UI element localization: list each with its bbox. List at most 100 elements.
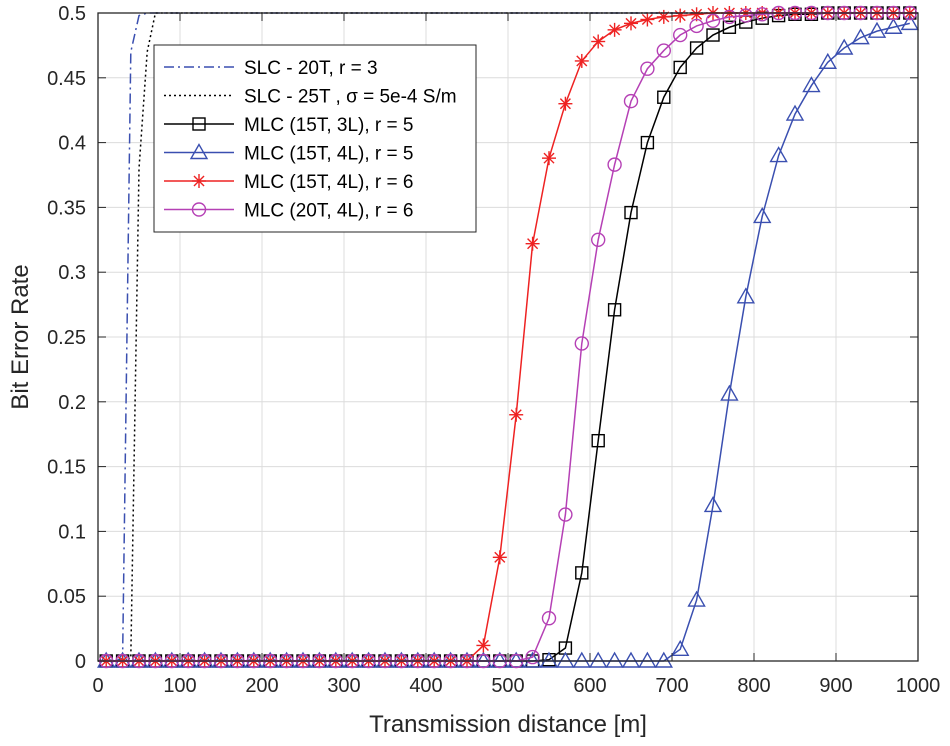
data-point <box>689 18 704 34</box>
legend-label: MLC (15T, 4L), r = 6 <box>244 172 413 193</box>
y-tick-label: 0.1 <box>58 521 86 543</box>
data-point <box>607 22 622 37</box>
y-tick-label: 0.2 <box>58 392 86 414</box>
data-point <box>539 651 559 668</box>
data-point <box>572 651 592 668</box>
data-point <box>621 651 641 668</box>
data-point <box>769 146 788 163</box>
data-point <box>574 53 589 68</box>
data-point <box>720 384 739 401</box>
x-tick-label: 600 <box>573 675 606 697</box>
legend-label: MLC (15T, 3L), r = 5 <box>244 115 413 136</box>
data-point <box>556 651 575 668</box>
x-tick-label: 0 <box>92 675 103 697</box>
data-point <box>591 34 606 49</box>
data-point <box>755 7 770 22</box>
data-point <box>509 407 524 422</box>
data-point <box>722 9 737 25</box>
data-point <box>656 43 671 58</box>
data-point <box>523 651 542 668</box>
legend-label: MLC (20T, 4L), r = 6 <box>244 201 413 222</box>
legend-label: SLC - 25T , σ = 5e-4 S/m <box>244 87 457 108</box>
data-point <box>705 13 721 28</box>
y-tick-label: 0.05 <box>47 586 86 608</box>
y-tick-label: 0.3 <box>58 262 86 284</box>
data-point <box>673 27 688 43</box>
legend-marker <box>192 174 206 188</box>
data-point <box>722 20 737 34</box>
legend-item: MLC (20T, 4L), r = 6 <box>164 201 413 222</box>
data-point <box>574 336 589 351</box>
data-point <box>588 651 608 668</box>
data-point <box>575 566 589 580</box>
data-point <box>851 28 870 45</box>
data-point <box>492 550 507 565</box>
x-tick-label: 400 <box>409 675 442 697</box>
y-tick-labels: 0 0.05 0.1 0.15 0.2 0.25 0.3 0.35 0.4 0.45 0.5 <box>47 3 86 673</box>
data-point <box>834 38 854 55</box>
legend-marker <box>189 143 209 160</box>
data-point <box>703 496 723 513</box>
data-point <box>623 93 639 109</box>
data-point <box>591 232 606 248</box>
x-tick-label: 900 <box>819 675 852 697</box>
data-point <box>673 60 687 75</box>
data-point <box>884 17 903 34</box>
y-tick-label: 0 <box>75 651 86 673</box>
y-tick-label: 0.4 <box>58 133 86 155</box>
data-point <box>656 9 671 24</box>
data-point <box>738 8 753 23</box>
legend-marker <box>191 202 207 217</box>
legend-label: SLC - 20T, r = 3 <box>244 58 378 79</box>
legend-label: MLC (15T, 4L), r = 5 <box>244 144 413 165</box>
data-point <box>558 96 573 111</box>
legend-item: MLC (15T, 4L), r = 5 <box>164 143 413 165</box>
data-point <box>558 507 573 522</box>
data-point <box>638 651 657 668</box>
data-point <box>525 649 540 665</box>
data-point <box>736 287 756 304</box>
y-axis-label: Bit Error Rate <box>7 264 34 409</box>
data-point <box>607 303 622 317</box>
y-tick-label: 0.5 <box>58 3 86 25</box>
x-tick-label: 500 <box>491 675 524 697</box>
x-tick-label: 100 <box>163 675 196 697</box>
data-point <box>605 651 624 668</box>
data-point <box>591 433 605 448</box>
data-point <box>657 90 671 104</box>
data-point <box>689 41 704 55</box>
data-point <box>640 135 655 150</box>
legend-box <box>153 44 477 233</box>
data-point <box>624 205 638 220</box>
data-point <box>654 651 674 668</box>
y-tick-label: 0.15 <box>47 457 86 479</box>
data-point <box>640 61 655 76</box>
x-tick-label: 800 <box>737 675 770 697</box>
data-point <box>802 76 821 93</box>
data-point <box>785 104 805 121</box>
data-point <box>752 207 772 224</box>
legend-marker <box>192 117 206 131</box>
legend-item: MLC (15T, 4L), r = 6 <box>164 172 413 193</box>
data-point <box>542 151 556 166</box>
series-1 <box>98 12 918 662</box>
series-line <box>98 12 918 662</box>
x-tick-label: 200 <box>245 675 278 697</box>
data-point <box>900 13 920 31</box>
x-tick-labels: 0 100 200 300 400 500 600 700 800 900 1000 <box>92 675 940 697</box>
data-point <box>525 236 540 251</box>
data-point <box>818 52 838 69</box>
data-point <box>673 8 688 23</box>
legend: SLC - 20T, r = 3 SLC - 25T , σ = 5e-4 S/m… <box>153 44 477 233</box>
data-point <box>867 21 887 38</box>
y-tick-label: 0.25 <box>47 327 86 349</box>
data-point <box>670 639 690 657</box>
y-tick-label: 0.35 <box>47 197 86 219</box>
x-tick-label: 300 <box>327 675 360 697</box>
y-tick-label: 0.45 <box>47 68 86 90</box>
data-point <box>706 28 720 42</box>
x-tick-label: 1000 <box>896 675 941 697</box>
axis-ticks <box>97 12 919 662</box>
data-point <box>541 611 557 626</box>
